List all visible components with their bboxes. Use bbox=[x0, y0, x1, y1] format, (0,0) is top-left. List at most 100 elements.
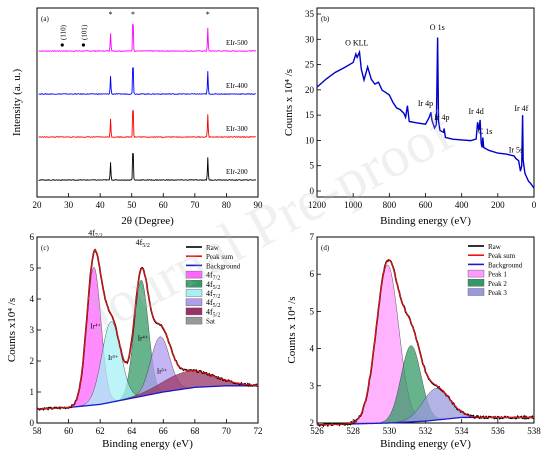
panel-b: (b) 1200 1000 800 600 400 200 0 0 5 10 15 20 25 30 35 Bi… bbox=[283, 7, 537, 227]
legend-entry-label: 4f7/2 bbox=[206, 289, 220, 300]
legend-entry-label: Sat bbox=[206, 318, 215, 326]
xrd-series-label: EIr-300 bbox=[226, 125, 248, 133]
panel-a-xtick-label: 80 bbox=[222, 200, 232, 210]
background-line bbox=[36, 385, 258, 410]
panel-c-xtick-label: 72 bbox=[254, 426, 263, 436]
legend-fill-swatch bbox=[185, 289, 203, 297]
panel-d-xtick-label: 530 bbox=[383, 426, 397, 436]
survey-peak-label: Ir 5s bbox=[509, 146, 523, 155]
panel-b-xtick-label: 0 bbox=[532, 200, 537, 210]
panel-b-xtick-label: 1200 bbox=[308, 200, 327, 210]
panel-d-ytick-label: 6 bbox=[310, 269, 315, 279]
panel-a-xtick-label: 60 bbox=[159, 200, 169, 210]
panel-c-xtick-label: 60 bbox=[64, 426, 74, 436]
panel-d-ytick-label: 3 bbox=[310, 381, 315, 391]
panel-c-xtick-label: 70 bbox=[222, 426, 232, 436]
panel-c-tag: (c) bbox=[41, 244, 49, 252]
legend-fill-swatch bbox=[185, 316, 203, 325]
legend-entry-label: Peak sum bbox=[206, 253, 234, 261]
panel-a-xlabel: 2θ (Degree) bbox=[121, 215, 174, 227]
legend-fill-swatch bbox=[185, 307, 203, 316]
panel-d-xtick-label: 528 bbox=[346, 426, 360, 436]
legend-entry-label: 4f5/2 bbox=[206, 307, 220, 318]
panel-c-ytick-label: 1 bbox=[30, 387, 35, 397]
panel-c-xtick-label: 58 bbox=[33, 426, 43, 436]
ir-oxidation-label: Ir⁴⁺ bbox=[90, 323, 101, 331]
xrd-phase-label: (110) bbox=[59, 24, 67, 40]
legend-fill-swatch bbox=[185, 270, 203, 279]
legend-fill-swatch bbox=[467, 269, 485, 278]
panel-b-xtick-label: 800 bbox=[383, 200, 397, 210]
survey-peak-label: Ir 4p bbox=[418, 99, 433, 108]
xrd-series-line bbox=[38, 67, 256, 95]
xrd-series-label: EIr-200 bbox=[226, 168, 248, 176]
panel-d-xtick-label: 538 bbox=[527, 426, 541, 436]
survey-peak-label: Ir 4f bbox=[514, 104, 528, 113]
panel-a-xtick-label: 40 bbox=[96, 200, 106, 210]
legend-entry-label: Raw bbox=[488, 243, 502, 251]
panel-d-tag: (d) bbox=[321, 244, 330, 252]
panel-b-tag: (b) bbox=[321, 15, 330, 23]
legend-entry-label: Peak 3 bbox=[488, 289, 507, 297]
ir-oxidation-label: Ir³⁺ bbox=[157, 368, 168, 376]
panel-b-xtick-label: 1000 bbox=[344, 200, 363, 210]
panel-a-xtick-label: 30 bbox=[64, 200, 74, 210]
panel-c-ytick-label: 4 bbox=[30, 294, 35, 304]
xrd-series-line bbox=[38, 23, 257, 52]
panel-d-xlabel: Binding energy (eV) bbox=[380, 438, 471, 450]
panel-c-ytick-label: 3 bbox=[30, 325, 35, 335]
legend-entry-label: Raw bbox=[206, 244, 220, 252]
panel-d-xtick-label: 534 bbox=[455, 426, 469, 436]
panel-a-tag: (a) bbox=[41, 15, 49, 23]
panel-d: (d) 526 528 530 532 534 536 538 2 3 4 5 6 7 Binding en… bbox=[286, 232, 541, 450]
panel-b-xtick-label: 200 bbox=[491, 200, 505, 210]
survey-spectrum-line bbox=[316, 37, 535, 189]
xrd-star-marker: * bbox=[206, 10, 210, 19]
panel-c-xtick-label: 64 bbox=[127, 426, 137, 436]
legend-entry-label: Background bbox=[206, 262, 241, 270]
panel-b-ytick-label: 0 bbox=[310, 186, 315, 196]
panel-c-xtick-label: 62 bbox=[96, 426, 105, 436]
peak-sum-line bbox=[316, 259, 534, 426]
panel-d-ylabel: Counts x 10⁴ /s bbox=[286, 296, 298, 363]
xrd-phase-dot bbox=[81, 43, 86, 47]
xrd-phase-dot bbox=[60, 43, 64, 47]
ir4f-doublet-label: 4f7/2 bbox=[88, 228, 102, 239]
xrd-star-marker: * bbox=[131, 10, 135, 19]
panel-a-xtick-label: 20 bbox=[33, 200, 43, 210]
panel-b-ytick-label: 5 bbox=[310, 161, 315, 171]
legend-entry-label: 4f7/2 bbox=[206, 271, 220, 282]
panel-b-ytick-label: 10 bbox=[305, 135, 315, 145]
panel-a: (a) 20 30 40 50 60 70 80 90 2θ (Degree) Intensity … bbox=[11, 7, 264, 227]
panel-c-ylabel: Counts x10⁴ /s bbox=[6, 298, 18, 362]
xrd-star-marker: * bbox=[109, 10, 113, 19]
panel-a-ylabel: Intensity (a. u.) bbox=[11, 69, 23, 137]
panel-c: (c) 58 60 62 64 66 68 70 72 0 1 2 3 4 5 6 Binding energy… bbox=[6, 228, 263, 450]
panel-b-ylabel: Counts x 10⁴ /s bbox=[283, 69, 295, 136]
panel-d-ytick-label: 4 bbox=[310, 344, 315, 354]
panel-c-xlabel: Binding energy (eV) bbox=[102, 438, 193, 450]
legend-entry-label: Peak sum bbox=[488, 252, 516, 260]
xrd-phase-label: (101) bbox=[80, 24, 88, 40]
legend-entry-label: 4f5/2 bbox=[206, 298, 220, 309]
survey-peak-label: O KLL bbox=[345, 38, 368, 47]
panel-b-xlabel: Binding energy (eV) bbox=[380, 215, 471, 227]
survey-peak-label: O 1s bbox=[430, 23, 445, 32]
legend-entry-label: 4f5/2 bbox=[206, 280, 220, 291]
panel-d-xtick-label: 532 bbox=[419, 426, 433, 436]
legend-entry-label: Peak 2 bbox=[488, 280, 507, 288]
ir-oxidation-label: Ir⁴⁺ bbox=[138, 334, 149, 342]
panel-d-xtick-label: 526 bbox=[310, 426, 324, 436]
panel-c-xtick-label: 68 bbox=[190, 426, 200, 436]
panel-d-xtick-label: 536 bbox=[491, 426, 505, 436]
legend-entry-label: Background bbox=[488, 261, 523, 269]
panel-b-ytick-label: 25 bbox=[305, 60, 315, 70]
panel-b-ytick-label: 20 bbox=[305, 85, 315, 95]
panel-b-ytick-label: 15 bbox=[305, 110, 315, 120]
panel-a-xtick-label: 90 bbox=[254, 200, 264, 210]
panel-c-ytick-label: 2 bbox=[30, 356, 35, 366]
ir4f-doublet-label: 4f5/2 bbox=[136, 238, 150, 249]
panel-a-xtick-label: 70 bbox=[190, 200, 200, 210]
legend-fill-swatch bbox=[467, 288, 485, 296]
panel-b-ytick-label: 30 bbox=[305, 34, 315, 44]
